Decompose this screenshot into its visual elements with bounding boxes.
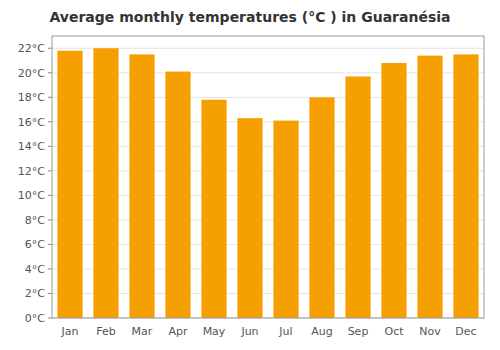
bar [417, 56, 442, 318]
y-tick-label: 16°C [18, 116, 45, 129]
y-tick [48, 97, 52, 98]
x-tick-label: Jul [278, 325, 292, 338]
y-tick-label: 20°C [18, 67, 45, 80]
x-axis: Jan Feb Mar Apr May Jun Jul Aug Sep Oct Nov Dec [61, 325, 477, 338]
y-tick [48, 170, 52, 171]
chart-root: Average monthly temperatures (°C ) in Gu… [0, 0, 500, 350]
y-tick [48, 293, 52, 294]
bar [57, 51, 82, 318]
y-tick [48, 244, 52, 245]
y-tick [48, 146, 52, 147]
y-tick-label: 2°C [25, 287, 45, 300]
plot-frame [52, 36, 484, 318]
y-tick [48, 121, 52, 122]
x-tick-label: Nov [419, 325, 441, 338]
x-tick-label: Apr [168, 325, 188, 338]
bar [345, 76, 370, 318]
x-tick-label: May [203, 325, 226, 338]
y-tick [48, 72, 52, 73]
y-axis: 0°C 2°C 4°C 6°C 8°C 10°C 12°C 14°C 16°C 18°C 20°C 2… [18, 42, 52, 325]
y-tick [48, 219, 52, 220]
bar [309, 97, 334, 318]
bar [129, 54, 154, 318]
y-tick-label: 6°C [25, 238, 45, 251]
y-tick-label: 0°C [25, 312, 45, 325]
bar [453, 54, 478, 318]
y-tick-label: 18°C [18, 91, 45, 104]
x-tick-label: Sep [348, 325, 369, 338]
y-tick [48, 195, 52, 196]
y-tick-label: 12°C [18, 165, 45, 178]
y-tick [48, 48, 52, 49]
bar [201, 100, 226, 318]
y-tick-label: 14°C [18, 140, 45, 153]
y-tick-label: 4°C [25, 263, 45, 276]
y-tick-label: 8°C [25, 214, 45, 227]
bar [165, 72, 190, 318]
x-tick-label: Jun [240, 325, 258, 338]
bar [273, 121, 298, 318]
y-tick [48, 318, 52, 319]
y-tick [48, 268, 52, 269]
x-tick-label: Mar [132, 325, 153, 338]
x-tick-label: Aug [311, 325, 332, 338]
y-tick-label: 22°C [18, 42, 45, 55]
chart: Average monthly temperatures (°C ) in Gu… [0, 0, 500, 350]
grid [52, 48, 484, 318]
bars [57, 48, 478, 318]
x-tick-label: Feb [96, 325, 115, 338]
x-tick-label: Dec [455, 325, 476, 338]
bar [237, 118, 262, 318]
x-tick-label: Jan [61, 325, 79, 338]
bar [381, 63, 406, 318]
x-tick-label: Oct [384, 325, 404, 338]
bar [93, 48, 118, 318]
title: Average monthly temperatures (°C ) in Gu… [50, 9, 451, 25]
y-tick-label: 10°C [18, 189, 45, 202]
